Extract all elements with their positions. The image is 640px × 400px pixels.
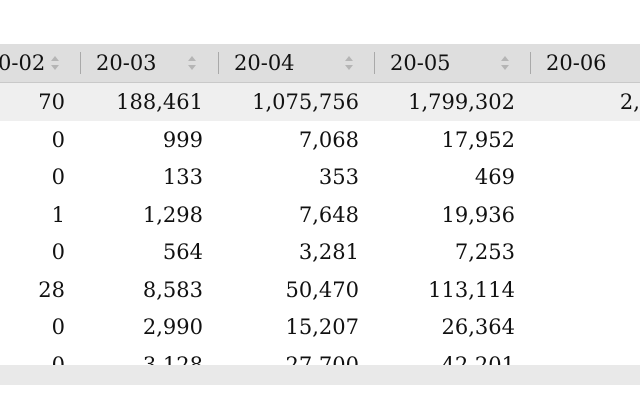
table-cell: 2,653,3 [619,90,640,114]
table-row[interactable]: 28 8,583 50,470 113,114232, [0,271,640,309]
column-header-label: 20-04 [234,51,295,75]
table-cell: 7,068 [298,128,359,152]
table-cell: 20, [500,233,640,271]
table-cell: 1,799,302 [408,90,515,114]
table-row[interactable]: 0 2,990 15,207 26,36432,( [0,308,640,346]
table-cell: 7,648 [298,203,359,227]
sort-icon[interactable] [344,53,354,73]
sort-icon[interactable] [50,53,60,73]
table-cell: 79,3 [500,196,640,234]
table-cell: 113,114 [428,278,515,302]
table-cell: 469 [474,165,515,189]
sort-icon[interactable] [187,53,197,73]
column-header-4[interactable]: 20-06 [530,44,640,82]
table-cell: 38,( [500,121,640,159]
table-header: 0-02 20-03 20-04 20-05 20-06 [0,44,640,83]
table-cell: 32,( [500,308,640,346]
table-cell: 26,364 [441,315,515,339]
table-cell: 188,461 [116,90,203,114]
column-header-1[interactable]: 20-03 [80,44,218,82]
column-header-label: 20-06 [546,51,607,75]
table-cell: 999 [162,128,203,152]
table-cell: 15,207 [285,315,359,339]
table-cell: 2,990 [142,315,203,339]
sort-icon[interactable] [500,53,510,73]
table-cell: 1, [500,158,640,196]
table-cell: 1,298 [142,203,203,227]
table-cell: 70 [38,90,65,114]
table-cell: 0 [51,353,65,365]
table-row[interactable]: 70 188,461 1,075,756 1,799,302 2,653,3 [0,83,640,121]
table-cell: 1,075,756 [252,90,359,114]
horizontal-scrollbar[interactable] [0,365,640,385]
column-separator[interactable] [218,52,219,74]
table-cell: 1 [51,203,65,227]
table-row[interactable]: 0 3,128 27,700 42,20146,5 [0,346,640,365]
column-header-label: 20-03 [96,51,157,75]
table-cell: 353 [318,165,359,189]
table-row[interactable]: 0 564 3,281 7,25320, [0,233,640,271]
table-cell: 17,952 [441,128,515,152]
table-body: 70 188,461 1,075,756 1,799,302 2,653,3 0 999 7,… [0,83,640,365]
table-cell: 564 [162,240,203,264]
table-cell: 0 [51,128,65,152]
table-cell: 3,281 [298,240,359,264]
column-header-2[interactable]: 20-04 [218,44,374,82]
table-cell: 27,700 [285,353,359,365]
table-cell: 0 [51,315,65,339]
top-spacer [0,0,640,44]
table-cell: 8,583 [142,278,203,302]
table-cell: 0 [51,165,65,189]
table-row[interactable]: 1 1,298 7,648 19,93679,3 [0,196,640,234]
table-cell: 50,470 [285,278,359,302]
table-cell: 0 [51,240,65,264]
table-cell: 42,201 [441,353,515,365]
table-cell: 3,128 [142,353,203,365]
table-cell: 28 [38,278,65,302]
table-cell: 133 [162,165,203,189]
table-cell: 19,936 [441,203,515,227]
column-separator[interactable] [374,52,375,74]
column-header-0[interactable]: 0-02 [0,44,80,82]
column-separator[interactable] [80,52,81,74]
column-header-label: 20-05 [390,51,451,75]
table-cell: 46,5 [500,346,640,365]
column-header-label: 0-02 [0,51,46,75]
column-separator[interactable] [530,52,531,74]
table-row[interactable]: 0 999 7,068 17,95238,( [0,121,640,159]
table-cell: 232, [500,271,640,309]
column-header-3[interactable]: 20-05 [374,44,530,82]
bottom-spacer [0,385,640,400]
table-cell: 7,253 [454,240,515,264]
